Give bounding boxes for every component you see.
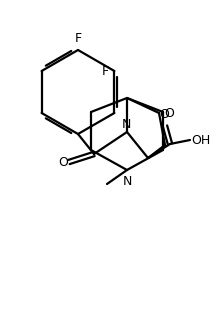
Text: N: N: [122, 175, 132, 188]
Text: O: O: [164, 107, 174, 119]
Text: OH: OH: [191, 133, 210, 147]
Text: F: F: [74, 32, 81, 45]
Text: N: N: [121, 118, 131, 131]
Text: O: O: [159, 108, 169, 121]
Text: O: O: [58, 156, 68, 169]
Text: F: F: [102, 65, 109, 77]
